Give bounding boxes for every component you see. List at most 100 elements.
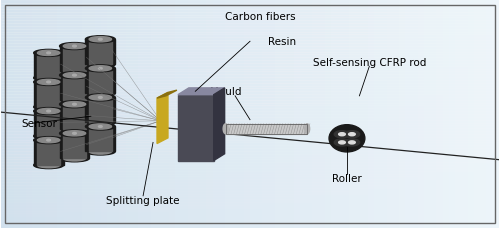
Bar (2, 64, 498, 66)
Ellipse shape (72, 104, 76, 106)
Ellipse shape (60, 72, 90, 79)
Polygon shape (86, 98, 89, 123)
Bar (2, 222, 498, 225)
Bar (2, 66, 498, 69)
Bar (2, 83, 498, 86)
Bar (89, 127, 112, 152)
Bar (474, 1, 480, 228)
Bar (2, 216, 498, 219)
Bar (386, 1, 393, 228)
Bar (281, 1, 287, 228)
Bar (2, 78, 498, 81)
Bar (64, 76, 86, 101)
Bar (76, 1, 82, 228)
Ellipse shape (34, 108, 64, 115)
Polygon shape (34, 83, 38, 107)
Ellipse shape (304, 124, 310, 134)
Bar (430, 1, 436, 228)
Bar (331, 1, 337, 228)
Bar (350, 1, 356, 228)
Ellipse shape (86, 37, 116, 44)
Bar (2, 44, 498, 47)
Bar (2, 194, 498, 196)
Bar (418, 1, 424, 228)
Ellipse shape (86, 90, 116, 97)
Bar (449, 1, 455, 228)
Bar (138, 1, 144, 228)
Ellipse shape (338, 141, 345, 144)
Ellipse shape (344, 131, 360, 138)
Ellipse shape (38, 80, 60, 85)
Ellipse shape (64, 156, 86, 161)
Bar (38, 83, 60, 107)
Bar (38, 112, 60, 136)
Bar (32, 1, 38, 228)
Bar (399, 1, 406, 228)
Bar (225, 1, 232, 228)
Ellipse shape (334, 131, 349, 138)
Bar (163, 1, 169, 228)
Polygon shape (112, 40, 116, 65)
Ellipse shape (89, 149, 112, 154)
Bar (2, 81, 498, 83)
Bar (2, 196, 498, 199)
Bar (2, 185, 498, 188)
Ellipse shape (64, 102, 86, 107)
Polygon shape (86, 134, 89, 159)
Text: Carbon fibers: Carbon fibers (224, 12, 296, 22)
Bar (2, 69, 498, 72)
Ellipse shape (34, 133, 64, 140)
Bar (2, 33, 498, 35)
Bar (2, 168, 498, 171)
Ellipse shape (86, 123, 116, 131)
Bar (2, 174, 498, 177)
Bar (238, 1, 244, 228)
Bar (132, 1, 138, 228)
Bar (2, 92, 498, 95)
Bar (2, 219, 498, 222)
Bar (64, 134, 86, 159)
Bar (2, 140, 498, 143)
Bar (2, 211, 498, 213)
Polygon shape (60, 134, 64, 159)
Polygon shape (60, 54, 64, 79)
Ellipse shape (47, 82, 50, 84)
Ellipse shape (34, 162, 64, 169)
Bar (2, 213, 498, 216)
Ellipse shape (47, 111, 50, 112)
Polygon shape (34, 54, 38, 79)
Bar (250, 1, 256, 228)
Bar (38, 1, 45, 228)
Bar (64, 105, 86, 130)
Bar (2, 148, 498, 151)
Bar (101, 1, 107, 228)
Ellipse shape (86, 119, 116, 126)
Ellipse shape (60, 97, 90, 104)
Polygon shape (86, 105, 89, 130)
Ellipse shape (60, 155, 90, 162)
Ellipse shape (72, 133, 76, 135)
Bar (2, 1, 8, 228)
Bar (126, 1, 132, 228)
Bar (492, 1, 498, 228)
Bar (2, 177, 498, 180)
Ellipse shape (38, 105, 60, 110)
Polygon shape (157, 91, 177, 99)
Bar (64, 47, 86, 72)
Bar (2, 165, 498, 168)
Bar (2, 38, 498, 41)
Ellipse shape (98, 97, 102, 99)
Bar (2, 134, 498, 137)
Bar (2, 16, 498, 18)
Bar (2, 106, 498, 109)
Bar (94, 1, 101, 228)
Text: Resin: Resin (268, 37, 296, 47)
Ellipse shape (34, 50, 64, 57)
Polygon shape (86, 40, 89, 65)
Ellipse shape (98, 126, 102, 128)
Bar (2, 123, 498, 126)
Bar (306, 1, 312, 228)
Bar (2, 61, 498, 64)
Bar (380, 1, 386, 228)
Bar (2, 1, 498, 4)
